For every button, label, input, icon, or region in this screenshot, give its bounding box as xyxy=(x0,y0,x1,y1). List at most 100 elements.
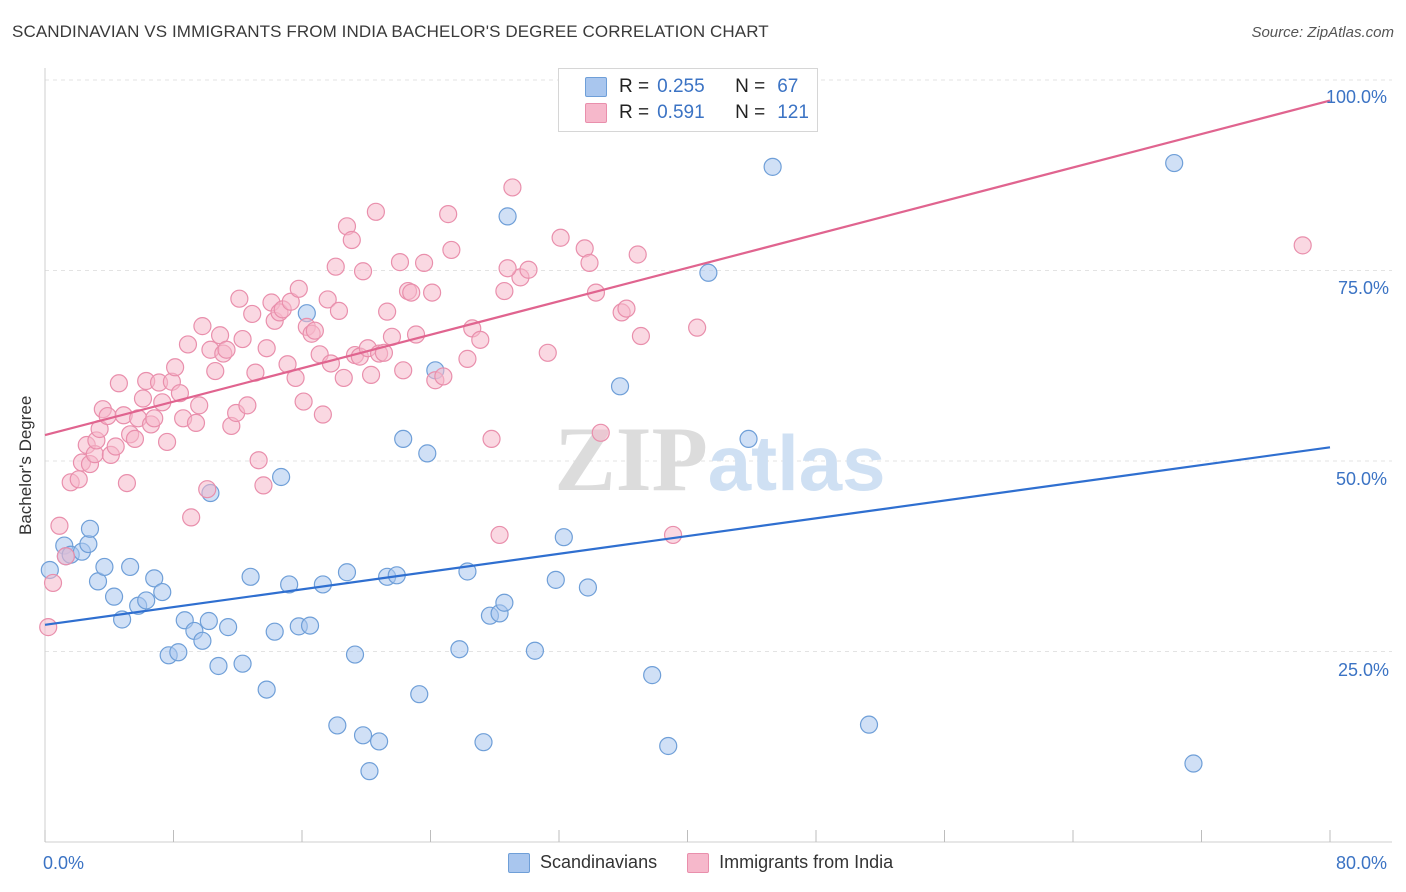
india-point xyxy=(329,301,349,320)
scandinavian-point xyxy=(659,736,678,756)
legend-row-scandinavians: R = 0.255 N = 67 xyxy=(585,75,798,99)
x-tick-label-max: 80.0% xyxy=(1336,853,1388,873)
india-point xyxy=(193,317,212,336)
legend-n-label: N = xyxy=(735,102,766,123)
india-point xyxy=(39,618,58,637)
india-point xyxy=(109,374,128,393)
scandinavian-point xyxy=(337,563,357,582)
legend-swatch-pink xyxy=(585,103,607,123)
trend-lines xyxy=(44,99,1331,626)
scandinavian-point xyxy=(370,732,389,751)
india-point xyxy=(145,409,164,428)
india-point xyxy=(378,302,397,321)
india-point xyxy=(98,406,117,426)
legend-label-scandinavians: Scandinavians xyxy=(540,852,658,872)
india-point xyxy=(617,299,636,318)
india-point xyxy=(50,516,69,535)
scandinavian-point xyxy=(300,616,320,635)
india-point xyxy=(519,260,538,279)
india-point xyxy=(495,281,514,301)
india-point xyxy=(458,349,477,368)
india-point xyxy=(198,480,217,499)
legend-n-value: 121 xyxy=(777,102,809,123)
legend-swatch-blue xyxy=(508,852,530,873)
scandinavian-point xyxy=(763,157,782,176)
india-point xyxy=(334,368,353,388)
scandinavian-point xyxy=(280,575,299,594)
india-point xyxy=(56,547,75,566)
india-point xyxy=(305,321,324,340)
scandinavian-point xyxy=(219,618,238,637)
scandinavian-point xyxy=(859,715,879,734)
scandinavian-point xyxy=(394,429,413,449)
y-axis-title: Bachelor's Degree xyxy=(16,395,35,535)
scandinavian-point xyxy=(498,207,517,226)
india-point xyxy=(182,508,201,527)
scandinavian-point xyxy=(345,645,365,664)
legend-item-india[interactable]: Immigrants from India xyxy=(687,852,893,873)
scandinavian-point xyxy=(1165,153,1184,173)
series-scandinavians-points xyxy=(40,153,1203,781)
legend-r-label: R = xyxy=(619,76,650,97)
legend-swatch-pink xyxy=(687,852,710,873)
scandinavian-point xyxy=(257,680,276,699)
india-point xyxy=(249,451,268,470)
y-tick-label-50: 50.0% xyxy=(1336,469,1388,489)
scandinavian-point xyxy=(360,762,379,781)
india-point xyxy=(423,283,442,302)
india-point xyxy=(318,290,337,309)
axes xyxy=(44,68,1392,843)
scandinavians-trend-line xyxy=(44,446,1331,626)
india-point xyxy=(170,384,190,403)
legend-item-scandinavians[interactable]: Scandinavians xyxy=(508,852,657,873)
scandinavian-point xyxy=(104,587,124,606)
legend-r-value: 0.591 xyxy=(657,102,705,123)
india-point xyxy=(498,259,517,278)
series-india-points xyxy=(39,178,1312,637)
scandinavian-point xyxy=(137,591,156,610)
scandinavian-point xyxy=(313,575,332,594)
legend-n-value: 67 xyxy=(777,76,799,97)
india-point xyxy=(69,470,88,489)
india-point xyxy=(125,429,145,449)
india-point xyxy=(281,292,300,311)
india-point xyxy=(471,330,490,349)
india-point xyxy=(394,361,413,380)
scandinavian-point xyxy=(209,656,228,676)
india-point xyxy=(663,525,683,545)
india-point xyxy=(117,473,137,493)
india-point xyxy=(294,392,313,411)
x-tick-label-min: 0.0% xyxy=(43,853,85,873)
india-point xyxy=(361,365,381,384)
scandinavian-point xyxy=(353,726,373,745)
india-point xyxy=(342,230,361,250)
scandinavian-point xyxy=(578,578,598,597)
india-point xyxy=(166,358,185,377)
india-point xyxy=(1293,236,1312,255)
series-legend: Scandinavians Immigrants from India xyxy=(508,852,923,873)
scandinavian-point xyxy=(643,666,662,685)
scandinavian-point xyxy=(80,519,100,538)
scandinavian-point xyxy=(554,528,573,547)
scandinavian-point xyxy=(241,567,260,586)
scandinavian-point xyxy=(199,611,218,631)
india-point xyxy=(106,437,125,456)
scandinavian-point xyxy=(1184,754,1203,773)
india-point xyxy=(688,318,707,337)
india-point xyxy=(321,354,341,373)
india-point xyxy=(217,340,236,359)
scandinavian-point xyxy=(418,444,437,463)
scandinavian-point xyxy=(495,593,514,612)
scandinavian-point xyxy=(450,640,469,659)
india-point xyxy=(238,396,257,415)
india-point xyxy=(631,326,651,346)
scandinavian-point xyxy=(169,643,188,662)
india-point xyxy=(233,329,252,349)
india-point xyxy=(190,396,209,415)
india-point xyxy=(628,245,647,264)
legend-r-value: 0.255 xyxy=(657,76,705,97)
scandinavian-point xyxy=(525,641,545,660)
india-point xyxy=(326,257,345,276)
y-tick-label-100: 100.0% xyxy=(1326,87,1388,107)
